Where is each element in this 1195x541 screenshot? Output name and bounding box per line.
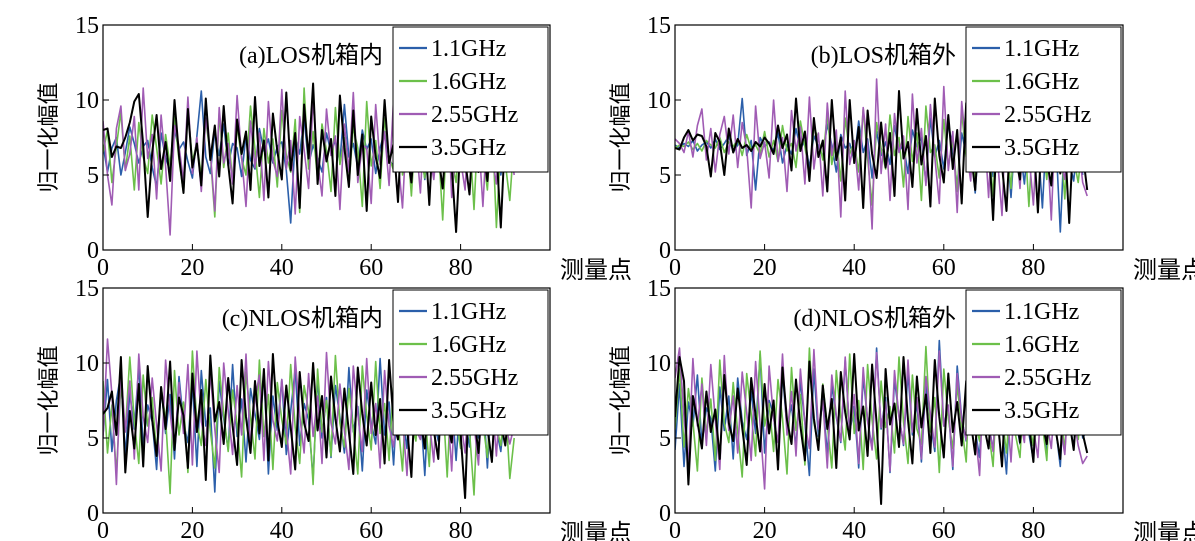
x-tick-label: 60 bbox=[359, 518, 383, 541]
y-tick-label: 0 bbox=[87, 501, 99, 527]
y-tick-label: 0 bbox=[659, 501, 671, 527]
legend-label: 2.55GHz bbox=[1004, 365, 1091, 391]
legend-label: 1.6GHz bbox=[1004, 69, 1079, 95]
panel-title: (a)LOS机箱内 bbox=[239, 42, 383, 69]
x-axis-label: 测量点 bbox=[1133, 257, 1195, 284]
x-tick-label: 40 bbox=[270, 255, 294, 281]
legend: 1.1GHz 1.6GHz 2.55GHz 3.5GHz bbox=[392, 26, 549, 173]
y-tick-label: 10 bbox=[647, 351, 671, 377]
y-axis-label: 归一化幅值 bbox=[36, 345, 61, 455]
legend-label: 1.1GHz bbox=[1004, 36, 1079, 62]
axes-frame bbox=[102, 24, 551, 251]
x-tick-label: 80 bbox=[449, 518, 473, 541]
legend-label: 2.55GHz bbox=[431, 365, 518, 391]
panel-title: (d)NLOS机箱外 bbox=[793, 305, 956, 332]
y-tick-label: 0 bbox=[87, 238, 99, 264]
x-tick-label: 0 bbox=[669, 255, 681, 281]
legend: 1.1GHz 1.6GHz 2.55GHz 3.5GHz bbox=[965, 26, 1122, 173]
y-tick-label: 5 bbox=[87, 426, 99, 452]
legend-label: 1.1GHz bbox=[1004, 299, 1079, 325]
y-tick-label: 10 bbox=[75, 88, 99, 114]
legend-label: 1.6GHz bbox=[431, 332, 506, 358]
legend-label: 3.5GHz bbox=[1004, 398, 1079, 424]
axes-frame bbox=[674, 287, 1124, 514]
x-tick-label: 60 bbox=[932, 518, 956, 541]
x-axis-label: 测量点 bbox=[560, 520, 632, 541]
y-tick-label: 5 bbox=[87, 163, 99, 189]
x-axis-label: 测量点 bbox=[560, 257, 632, 284]
panel-title: (b)LOS机箱外 bbox=[811, 42, 956, 69]
legend-label: 1.1GHz bbox=[431, 299, 506, 325]
x-tick-label: 20 bbox=[753, 255, 777, 281]
legend-label: 3.5GHz bbox=[431, 135, 506, 161]
y-tick-label: 15 bbox=[75, 13, 99, 39]
y-tick-label: 5 bbox=[659, 163, 671, 189]
x-tick-label: 0 bbox=[669, 518, 681, 541]
x-axis-label: 测量点 bbox=[1133, 520, 1195, 541]
x-tick-label: 40 bbox=[270, 518, 294, 541]
legend-label: 1.6GHz bbox=[1004, 332, 1079, 358]
x-tick-label: 20 bbox=[180, 255, 204, 281]
y-tick-label: 0 bbox=[659, 238, 671, 264]
y-tick-label: 15 bbox=[647, 13, 671, 39]
x-tick-label: 40 bbox=[842, 255, 866, 281]
x-tick-label: 60 bbox=[359, 255, 383, 281]
legend-label: 2.55GHz bbox=[431, 102, 518, 128]
y-axis-label: 归一化幅值 bbox=[608, 345, 633, 455]
y-tick-label: 5 bbox=[659, 426, 671, 452]
y-tick-label: 15 bbox=[75, 276, 99, 302]
legend-label: 3.5GHz bbox=[431, 398, 506, 424]
axes-frame bbox=[674, 24, 1124, 251]
x-tick-label: 20 bbox=[180, 518, 204, 541]
x-tick-label: 80 bbox=[1021, 518, 1045, 541]
y-tick-label: 10 bbox=[647, 88, 671, 114]
y-axis-label: 归一化幅值 bbox=[36, 82, 61, 192]
x-tick-label: 0 bbox=[97, 518, 109, 541]
y-tick-label: 15 bbox=[647, 276, 671, 302]
legend-label: 3.5GHz bbox=[1004, 135, 1079, 161]
legend: 1.1GHz 1.6GHz 2.55GHz 3.5GHz bbox=[392, 289, 549, 436]
legend-label: 1.6GHz bbox=[431, 69, 506, 95]
x-tick-label: 80 bbox=[1021, 255, 1045, 281]
x-tick-label: 0 bbox=[97, 255, 109, 281]
legend: 1.1GHz 1.6GHz 2.55GHz 3.5GHz bbox=[965, 289, 1122, 436]
x-tick-label: 60 bbox=[932, 255, 956, 281]
y-axis-label: 归一化幅值 bbox=[608, 82, 633, 192]
legend-label: 2.55GHz bbox=[1004, 102, 1091, 128]
panel-title: (c)NLOS机箱内 bbox=[222, 305, 383, 332]
x-tick-label: 20 bbox=[753, 518, 777, 541]
legend-label: 1.1GHz bbox=[431, 36, 506, 62]
series-line-1.6GHz bbox=[103, 350, 515, 496]
x-tick-label: 80 bbox=[449, 255, 473, 281]
axes-frame bbox=[102, 287, 551, 514]
y-tick-label: 10 bbox=[75, 351, 99, 377]
x-tick-label: 40 bbox=[842, 518, 866, 541]
